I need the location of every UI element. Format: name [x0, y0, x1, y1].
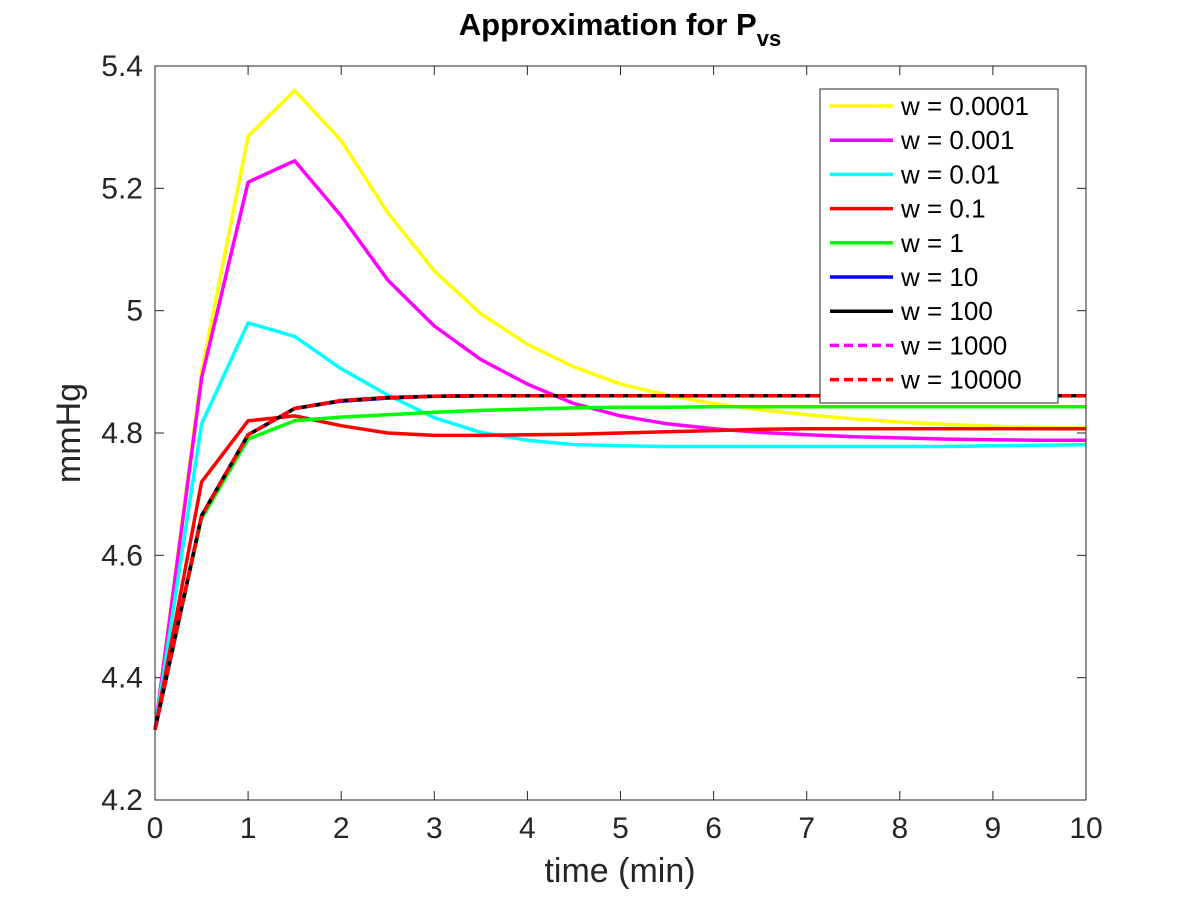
legend-label: w = 10000: [900, 365, 1022, 395]
x-axis-label: time (min): [544, 852, 695, 890]
y-tick-labels: 4.2 4.4 4.6 4.8 5 5.2 5.4: [101, 50, 143, 817]
legend-label: w = 100: [900, 296, 993, 326]
y-tick-label: 4.2: [101, 784, 143, 817]
x-tick-label: 5: [612, 812, 629, 845]
plot-frame: [154, 65, 1087, 801]
chart-title-main: Approximation for P: [459, 7, 757, 42]
x-tick-label: 3: [426, 812, 443, 845]
y-tick-label: 4.6: [101, 539, 143, 572]
series-line-2: [153, 321, 1087, 730]
x-tick-label: 10: [1069, 812, 1102, 845]
x-tick-label: 2: [333, 812, 350, 845]
x-tick-label: 6: [705, 812, 722, 845]
series-line-4: [153, 404, 1086, 731]
chart-title-subscript: vs: [757, 26, 781, 51]
y-axis-label: mmHg: [50, 383, 88, 483]
y-tick-label: 4.8: [101, 417, 143, 450]
series-line-0: [153, 88, 1087, 730]
x-tick-label: 8: [891, 812, 908, 845]
x-tick-label: 4: [519, 812, 536, 845]
legend-label: w = 0.001: [900, 125, 1014, 155]
legend-label: w = 10: [900, 262, 978, 292]
legend: w = 0.0001 w = 0.001 w = 0.01 w = 0.1 w = 1 w…: [819, 88, 1059, 404]
series-line-1: [153, 159, 1086, 730]
x-tick-label: 7: [798, 812, 815, 845]
x-tick-label: 1: [240, 812, 257, 845]
legend-label: w = 0.01: [900, 159, 1000, 189]
x-tick-labels: 0 1 2 3 4 5 6 7 8 9 10: [147, 812, 1103, 845]
legend-label: w = 1000: [900, 330, 1007, 360]
legend-label: w = 1: [900, 228, 964, 258]
x-tick-label: 0: [147, 812, 164, 845]
y-tick-label: 5.4: [101, 50, 143, 83]
y-tick-label: 5: [126, 295, 143, 328]
legend-label: w = 0.0001: [900, 91, 1029, 121]
y-tick-label: 5.2: [101, 172, 143, 205]
legend-label: w = 0.1: [900, 194, 986, 224]
y-tick-label: 4.4: [101, 662, 143, 695]
chart-title: Approximation for Pvs: [459, 7, 781, 51]
x-tick-label: 9: [985, 812, 1002, 845]
